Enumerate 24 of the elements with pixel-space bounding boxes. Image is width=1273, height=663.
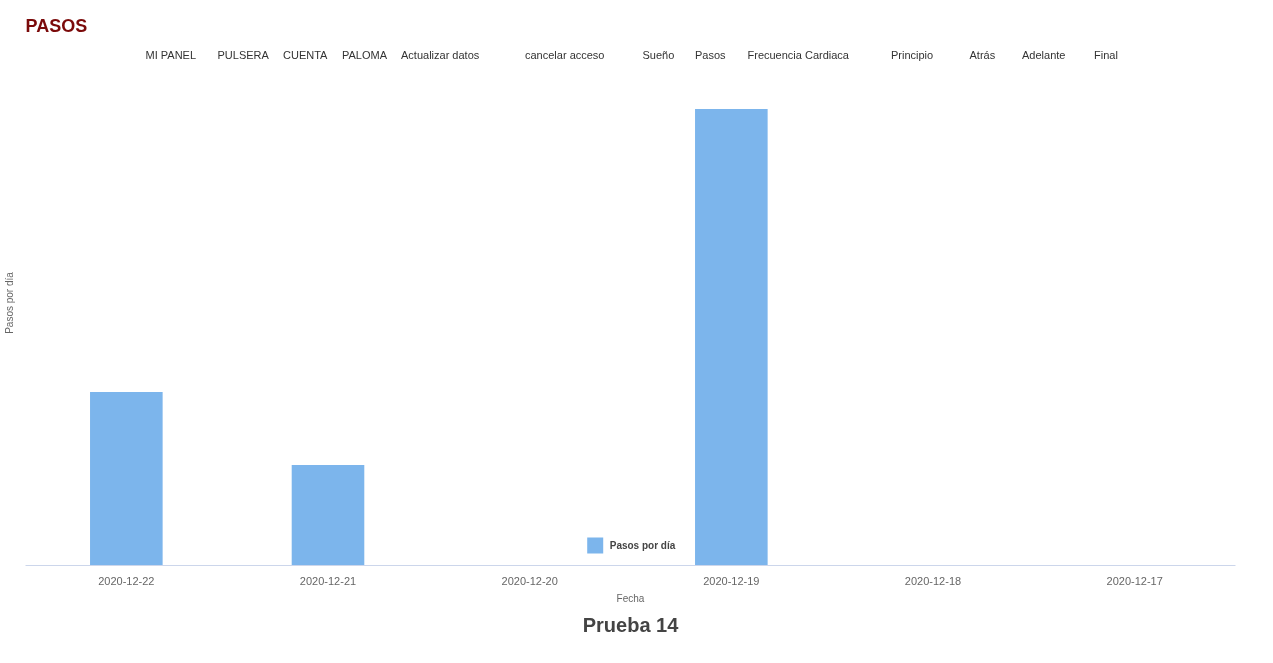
text: Prueba 14	[582, 613, 680, 636]
chart-title: PASOS	[25, 15, 88, 36]
y-axis-title: Pasos por día	[3, 271, 15, 334]
text: Pasos	[695, 48, 727, 61]
x-tick-label: 2020-12-19	[703, 574, 760, 587]
text: Final	[1094, 48, 1118, 61]
x-axis-title: Fecha	[616, 592, 645, 604]
text: PULSERA	[217, 48, 270, 61]
x-tick-label: 2020-12-20	[501, 574, 558, 587]
text: CUENTA	[283, 48, 329, 61]
text: PALOMA	[342, 48, 388, 61]
text: cancelar acceso	[525, 48, 605, 61]
x-tick-label: 2020-12-21	[299, 574, 357, 587]
text: Frecuencia Cardiaca	[747, 48, 850, 61]
x-tick-label: 2020-12-18	[904, 574, 962, 587]
text: Actualizar datos	[401, 48, 480, 61]
text: Principio	[891, 48, 934, 61]
legend-label: Pasos por día	[609, 539, 676, 551]
text: Adelante	[1022, 48, 1066, 61]
text: MI PANEL	[145, 48, 197, 61]
x-tick-label: 2020-12-17	[1106, 574, 1163, 587]
text: Sueño	[642, 48, 675, 61]
x-tick-label: 2020-12-22	[98, 574, 155, 587]
text: Atrás	[969, 48, 996, 61]
